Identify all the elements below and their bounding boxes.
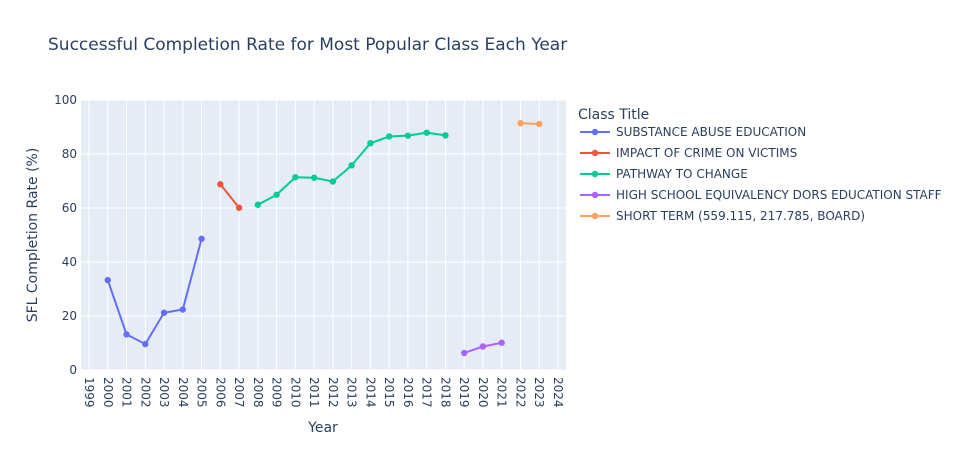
x-tick-label: 2021 <box>495 377 509 408</box>
data-point[interactable] <box>404 132 412 139</box>
data-point[interactable] <box>254 201 262 208</box>
legend-label: PATHWAY TO CHANGE <box>616 167 748 181</box>
series-line <box>219 183 240 209</box>
data-point[interactable] <box>536 120 543 128</box>
legend: Class Title SUBSTANCE ABUSE EDUCATION IMP… <box>578 107 942 223</box>
legend-swatch-marker <box>591 149 599 157</box>
y-tick-label: 80 <box>62 147 77 161</box>
y-axis-title: SFL Completion Rate (%) <box>25 148 41 323</box>
x-tick-label: 2000 <box>101 377 115 408</box>
y-tick-label: 40 <box>62 255 77 269</box>
legend-swatch-marker <box>591 212 599 220</box>
legend-item[interactable]: HIGH SCHOOL EQUIVALENCY DORS EDUCATION S… <box>580 188 942 202</box>
data-point[interactable] <box>367 140 374 147</box>
data-point[interactable] <box>217 181 224 188</box>
y-axis-ticks: 0 20 40 60 80 100 <box>54 93 77 377</box>
x-tick-label: 1999 <box>82 377 96 408</box>
data-point[interactable] <box>104 276 111 284</box>
data-point[interactable] <box>348 162 355 169</box>
data-point[interactable] <box>235 204 243 211</box>
x-tick-label: 2014 <box>363 377 377 408</box>
y-tick-label: 0 <box>69 363 77 377</box>
legend-label: HIGH SCHOOL EQUIVALENCY DORS EDUCATION S… <box>616 188 942 202</box>
x-tick-label: 2006 <box>213 377 227 408</box>
x-tick-label: 2009 <box>270 377 284 408</box>
y-tick-label: 20 <box>62 309 77 323</box>
x-tick-label: 2017 <box>420 377 434 408</box>
x-tick-label: 2007 <box>232 377 246 408</box>
x-tick-label: 2012 <box>326 377 340 408</box>
legend-label: IMPACT OF CRIME ON VICTIMS <box>616 146 797 160</box>
x-tick-label: 2020 <box>476 377 490 408</box>
x-tick-label: 2015 <box>382 377 396 408</box>
x-tick-label: 2010 <box>288 377 302 408</box>
x-tick-label: 2005 <box>195 377 209 408</box>
data-point[interactable] <box>442 132 449 139</box>
data-point[interactable] <box>423 129 430 136</box>
legend-swatch-marker <box>591 128 599 136</box>
y-tick-label: 60 <box>62 201 77 215</box>
legend-item[interactable]: IMPACT OF CRIME ON VICTIMS <box>580 146 797 160</box>
x-tick-label: 2022 <box>513 377 527 408</box>
legend-swatch-marker <box>591 191 599 199</box>
data-point[interactable] <box>179 306 186 313</box>
grid <box>81 99 566 371</box>
legend-item[interactable]: SUBSTANCE ABUSE EDUCATION <box>580 125 806 139</box>
x-axis-ticks: 1999 2000 2001 2002 2003 2004 2005 2006 2007 2008… <box>82 377 565 408</box>
x-tick-label: 2003 <box>157 377 171 408</box>
series-points <box>104 120 543 357</box>
x-tick-label: 2008 <box>251 377 265 408</box>
x-tick-label: 2016 <box>401 377 415 408</box>
data-point[interactable] <box>517 120 524 127</box>
data-point[interactable] <box>142 340 149 348</box>
data-point[interactable] <box>498 339 505 346</box>
plot-area <box>81 100 566 370</box>
data-point[interactable] <box>385 133 393 140</box>
x-tick-label: 2023 <box>532 377 546 408</box>
legend-item[interactable]: PATHWAY TO CHANGE <box>580 167 748 181</box>
x-tick-label: 2004 <box>176 377 190 408</box>
data-point[interactable] <box>123 331 130 338</box>
data-point[interactable] <box>160 309 168 316</box>
x-tick-label: 2002 <box>138 377 152 408</box>
legend-label: SUBSTANCE ABUSE EDUCATION <box>616 125 806 139</box>
x-tick-label: 2019 <box>457 377 471 408</box>
data-point[interactable] <box>461 349 468 357</box>
x-tick-label: 2011 <box>307 377 321 408</box>
data-point[interactable] <box>273 191 280 198</box>
data-point[interactable] <box>329 178 337 185</box>
legend-item[interactable]: SHORT TERM (559.115, 217.785, BOARD) <box>580 209 865 223</box>
series-line <box>106 238 203 346</box>
legend-swatch-marker <box>591 170 599 178</box>
legend-title: Class Title <box>578 107 649 123</box>
x-tick-label: 2018 <box>438 377 452 408</box>
chart-title: Successful Completion Rate for Most Popu… <box>48 35 567 55</box>
data-point[interactable] <box>479 343 487 350</box>
data-point[interactable] <box>310 174 318 181</box>
x-tick-label: 2013 <box>345 377 359 408</box>
x-tick-label: 2024 <box>551 377 565 408</box>
data-point[interactable] <box>292 174 299 181</box>
legend-label: SHORT TERM (559.115, 217.785, BOARD) <box>616 209 865 223</box>
y-tick-label: 100 <box>54 93 77 107</box>
x-tick-label: 2001 <box>120 377 134 408</box>
data-point[interactable] <box>198 235 205 242</box>
x-axis-title: Year <box>307 420 338 436</box>
